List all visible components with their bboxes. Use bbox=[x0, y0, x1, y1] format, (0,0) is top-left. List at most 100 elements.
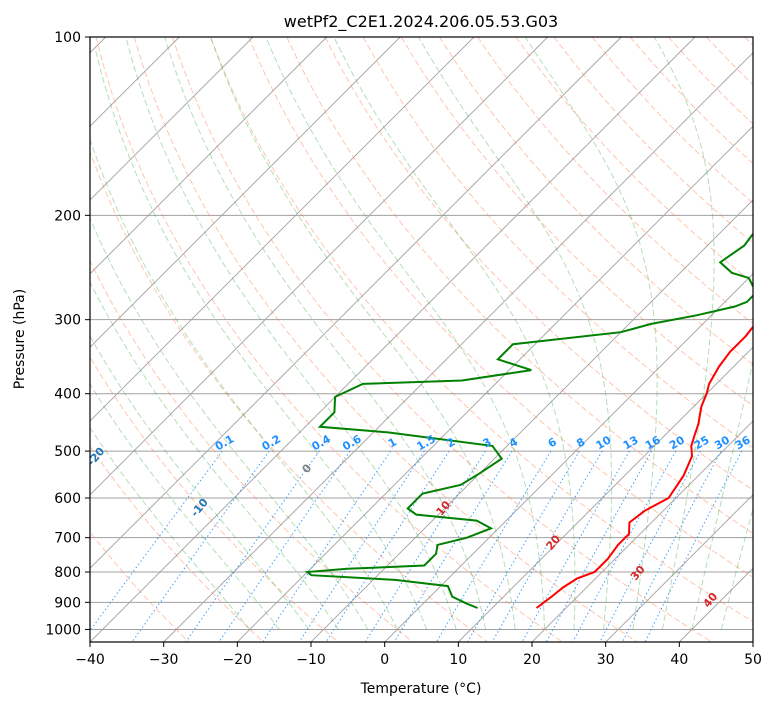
dry-adiabat-line bbox=[248, 37, 753, 578]
axis-ticks: −40 −30 −20 −10 0 10 20 30 40 5010020030040050060… bbox=[45, 30, 762, 668]
mixing-ratio-line bbox=[393, 450, 513, 642]
temperature-line bbox=[535, 325, 753, 609]
x-axis-label: Temperature (°C) bbox=[360, 681, 482, 697]
moist-adiabat-line bbox=[90, 280, 339, 630]
mixing-ratio-line bbox=[90, 450, 223, 632]
dry-adiabat-line bbox=[744, 37, 753, 47]
isotherm-line bbox=[163, 52, 753, 642]
dry-adiabat-line bbox=[706, 37, 753, 86]
dewpoint-line bbox=[304, 232, 753, 609]
x-tick-label: 40 bbox=[670, 652, 688, 668]
dry-adiabat-line bbox=[210, 37, 753, 623]
mixing-ratio-line bbox=[325, 450, 450, 642]
y-tick-label: 200 bbox=[54, 208, 81, 224]
isotherm-line bbox=[457, 346, 753, 642]
moist-adiabat-line bbox=[691, 358, 753, 630]
dry-adiabat-line bbox=[171, 37, 712, 642]
isotherm-line bbox=[90, 37, 328, 275]
moist-adiabat-label: 20 bbox=[543, 532, 563, 552]
dry-adiabat-line bbox=[591, 37, 753, 204]
mixing-ratio-label: 0.2 bbox=[260, 432, 283, 453]
y-tick-label: 300 bbox=[54, 313, 81, 329]
isotherm-line bbox=[384, 273, 753, 642]
moist-adiabat-line bbox=[333, 37, 576, 630]
y-tick-label: 400 bbox=[54, 387, 81, 403]
moist-adiabat-line bbox=[418, 37, 613, 630]
plot-frame bbox=[89, 36, 754, 643]
x-tick-label: 20 bbox=[523, 652, 541, 668]
moist-adiabat-line bbox=[95, 49, 428, 630]
mixing-ratio-line bbox=[262, 450, 392, 642]
y-tick-label: 1000 bbox=[45, 622, 81, 638]
x-tick-label: −40 bbox=[75, 652, 105, 668]
isotherm-line bbox=[90, 37, 254, 201]
moist-adiabat-line bbox=[90, 217, 369, 630]
chart-title: wetPf2_C2E1.2024.206.05.53.G03 bbox=[284, 12, 558, 32]
dry-adiabat-line bbox=[90, 356, 339, 642]
dry-adiabat-line bbox=[95, 37, 563, 642]
dry-adiabat-line bbox=[362, 37, 753, 449]
mixing-ratio-line bbox=[599, 450, 701, 642]
y-tick-label: 100 bbox=[54, 30, 81, 46]
dry-adiabat-line bbox=[133, 37, 638, 642]
moist-adiabat-line bbox=[90, 137, 398, 630]
dry-adiabat-line bbox=[400, 37, 753, 407]
isotherm-line bbox=[310, 199, 753, 642]
dry-adiabat-line bbox=[668, 37, 753, 125]
dry-adiabat-line bbox=[90, 445, 264, 642]
isotherm-line bbox=[90, 37, 696, 642]
moist-adiabat-line bbox=[90, 383, 280, 630]
mixing-ratio-line bbox=[644, 450, 743, 642]
mixing-ratio-line bbox=[521, 450, 630, 642]
x-tick-label: −10 bbox=[296, 652, 326, 668]
moist-adiabat-line bbox=[125, 37, 457, 630]
y-tick-label: 500 bbox=[54, 444, 81, 460]
background-lines bbox=[90, 37, 753, 642]
y-tick-label: 600 bbox=[54, 491, 81, 507]
mixing-ratio-label: 0.4 bbox=[310, 432, 334, 453]
mixing-ratio-label: 30 bbox=[712, 433, 732, 452]
moist-adiabat-line bbox=[164, 37, 487, 630]
mixing-ratio-line bbox=[545, 450, 653, 642]
mixing-ratio-label: 1 bbox=[386, 435, 399, 450]
line-labels: 0.1 0.2 0.4 0.6 1 1.5 2 3 4 6 8 10 13 16 20 25 30 36-20-1… bbox=[85, 432, 753, 610]
y-axis-label: Pressure (hPa) bbox=[12, 289, 28, 389]
mixing-ratio-label: 6 bbox=[546, 435, 559, 450]
moist-adiabat-line bbox=[90, 426, 251, 630]
mixing-ratio-label: 20 bbox=[667, 433, 687, 452]
moist-adiabat-line bbox=[90, 335, 310, 630]
x-tick-label: −20 bbox=[223, 652, 253, 668]
moist-adiabat-label: 30 bbox=[628, 563, 648, 583]
mixing-ratio-label: 4 bbox=[507, 435, 520, 450]
isotherm-line bbox=[90, 37, 622, 569]
mixing-ratio-line bbox=[491, 450, 603, 642]
isotherm-line bbox=[531, 420, 753, 642]
mixing-ratio-line bbox=[131, 450, 270, 642]
x-tick-label: 0 bbox=[380, 652, 389, 668]
isotherm-line bbox=[752, 641, 753, 642]
moist-adiabat-line bbox=[210, 37, 516, 630]
moist-adiabat-line bbox=[653, 37, 715, 630]
mixing-ratio-label: 0.6 bbox=[340, 432, 364, 453]
y-tick-label: 900 bbox=[54, 595, 81, 611]
mixing-ratio-line bbox=[572, 450, 677, 642]
mixing-ratio-line bbox=[435, 450, 552, 642]
isotherm-line bbox=[678, 567, 753, 642]
dry-adiabat-line bbox=[90, 150, 488, 642]
moist-adiabat-line bbox=[524, 37, 658, 630]
dry-adiabat-line bbox=[90, 259, 414, 642]
isotherm-line bbox=[90, 37, 549, 496]
series-layer bbox=[304, 232, 753, 609]
mixing-ratio-line bbox=[218, 450, 351, 642]
mixing-ratio-label: 8 bbox=[574, 435, 587, 450]
dry-adiabat-line bbox=[324, 37, 753, 491]
mixing-ratio-line bbox=[467, 450, 580, 642]
x-tick-label: 50 bbox=[744, 652, 762, 668]
x-tick-label: 10 bbox=[449, 652, 467, 668]
dry-adiabat-line bbox=[286, 37, 753, 534]
moist-adiabat-label: 0 bbox=[299, 461, 314, 475]
isotherm-line bbox=[90, 37, 401, 348]
mixing-ratio-label: 3 bbox=[480, 435, 493, 450]
y-tick-label: 700 bbox=[54, 531, 81, 547]
